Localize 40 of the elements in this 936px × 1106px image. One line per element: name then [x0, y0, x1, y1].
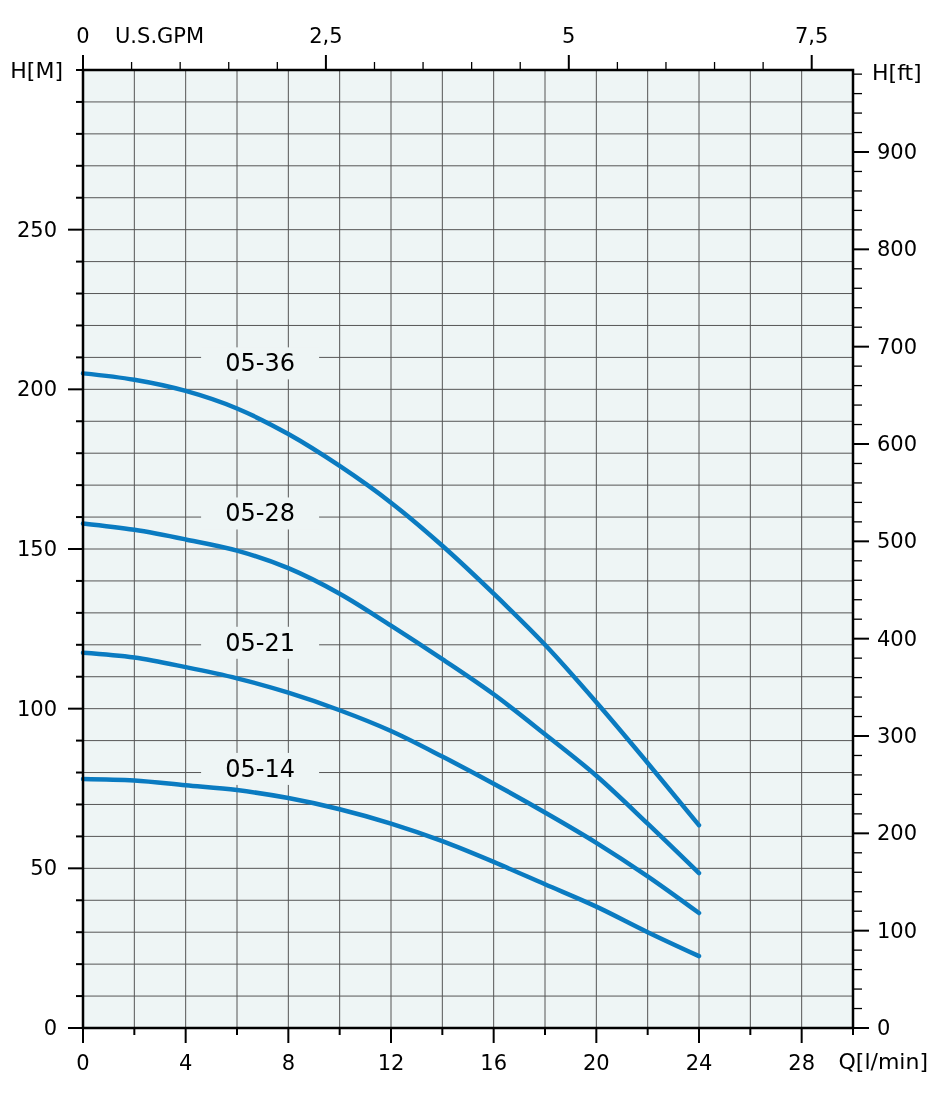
y-tick-label: 100 — [16, 696, 57, 721]
series-label: 05-36 — [225, 349, 295, 378]
line-series — [80, 776, 702, 959]
y-tick-label: 200 — [16, 377, 57, 402]
x-tick-label: 0 — [76, 1051, 90, 1075]
y-tick-label: 50 — [30, 856, 57, 881]
y2-tick-label: 0 — [877, 1016, 891, 1040]
x-tick-label: 24 — [685, 1051, 713, 1075]
series-label: 05-14 — [225, 754, 295, 783]
x-tick-label: 16 — [480, 1051, 508, 1075]
x-tick-label: 12 — [377, 1051, 405, 1075]
y2-tick-label: 500 — [877, 529, 918, 554]
x-tick-label: 20 — [582, 1051, 610, 1075]
x2-tick-label: 0 — [76, 24, 90, 48]
line-series — [80, 521, 702, 876]
x2-tick-label: 5 — [562, 24, 576, 48]
x-tick-label: 4 — [178, 1051, 193, 1075]
series-label: 05-21 — [225, 628, 295, 657]
line-series — [80, 371, 702, 828]
y2-tick-label: 800 — [877, 237, 918, 262]
y-tick-label: 250 — [16, 217, 57, 242]
x2-axis-title: U.S.GPM — [115, 24, 205, 48]
y2-tick-label: 700 — [877, 334, 918, 359]
y2-axis-title: H[ft] — [872, 59, 922, 85]
x-axis-title: Q[l/min] — [838, 1048, 928, 1074]
x-tick-label: 28 — [788, 1051, 816, 1075]
y2-tick-label: 200 — [877, 821, 918, 846]
y-tick-label: 150 — [16, 537, 57, 561]
series-label: 05-28 — [225, 499, 295, 528]
x2-tick-label: 7,5 — [795, 24, 829, 48]
x2-tick-label: 2,5 — [309, 24, 343, 48]
y2-tick-label: 400 — [877, 626, 918, 651]
y-tick-label: 0 — [43, 1016, 57, 1040]
y2-tick-label: 300 — [877, 724, 918, 748]
y2-tick-label: 100 — [877, 918, 918, 943]
y2-tick-label: 600 — [877, 432, 918, 456]
y-axis-title: H[M] — [10, 57, 63, 83]
x-tick-label: 8 — [281, 1051, 296, 1075]
line-series — [80, 650, 702, 916]
y2-tick-label: 900 — [877, 140, 918, 164]
